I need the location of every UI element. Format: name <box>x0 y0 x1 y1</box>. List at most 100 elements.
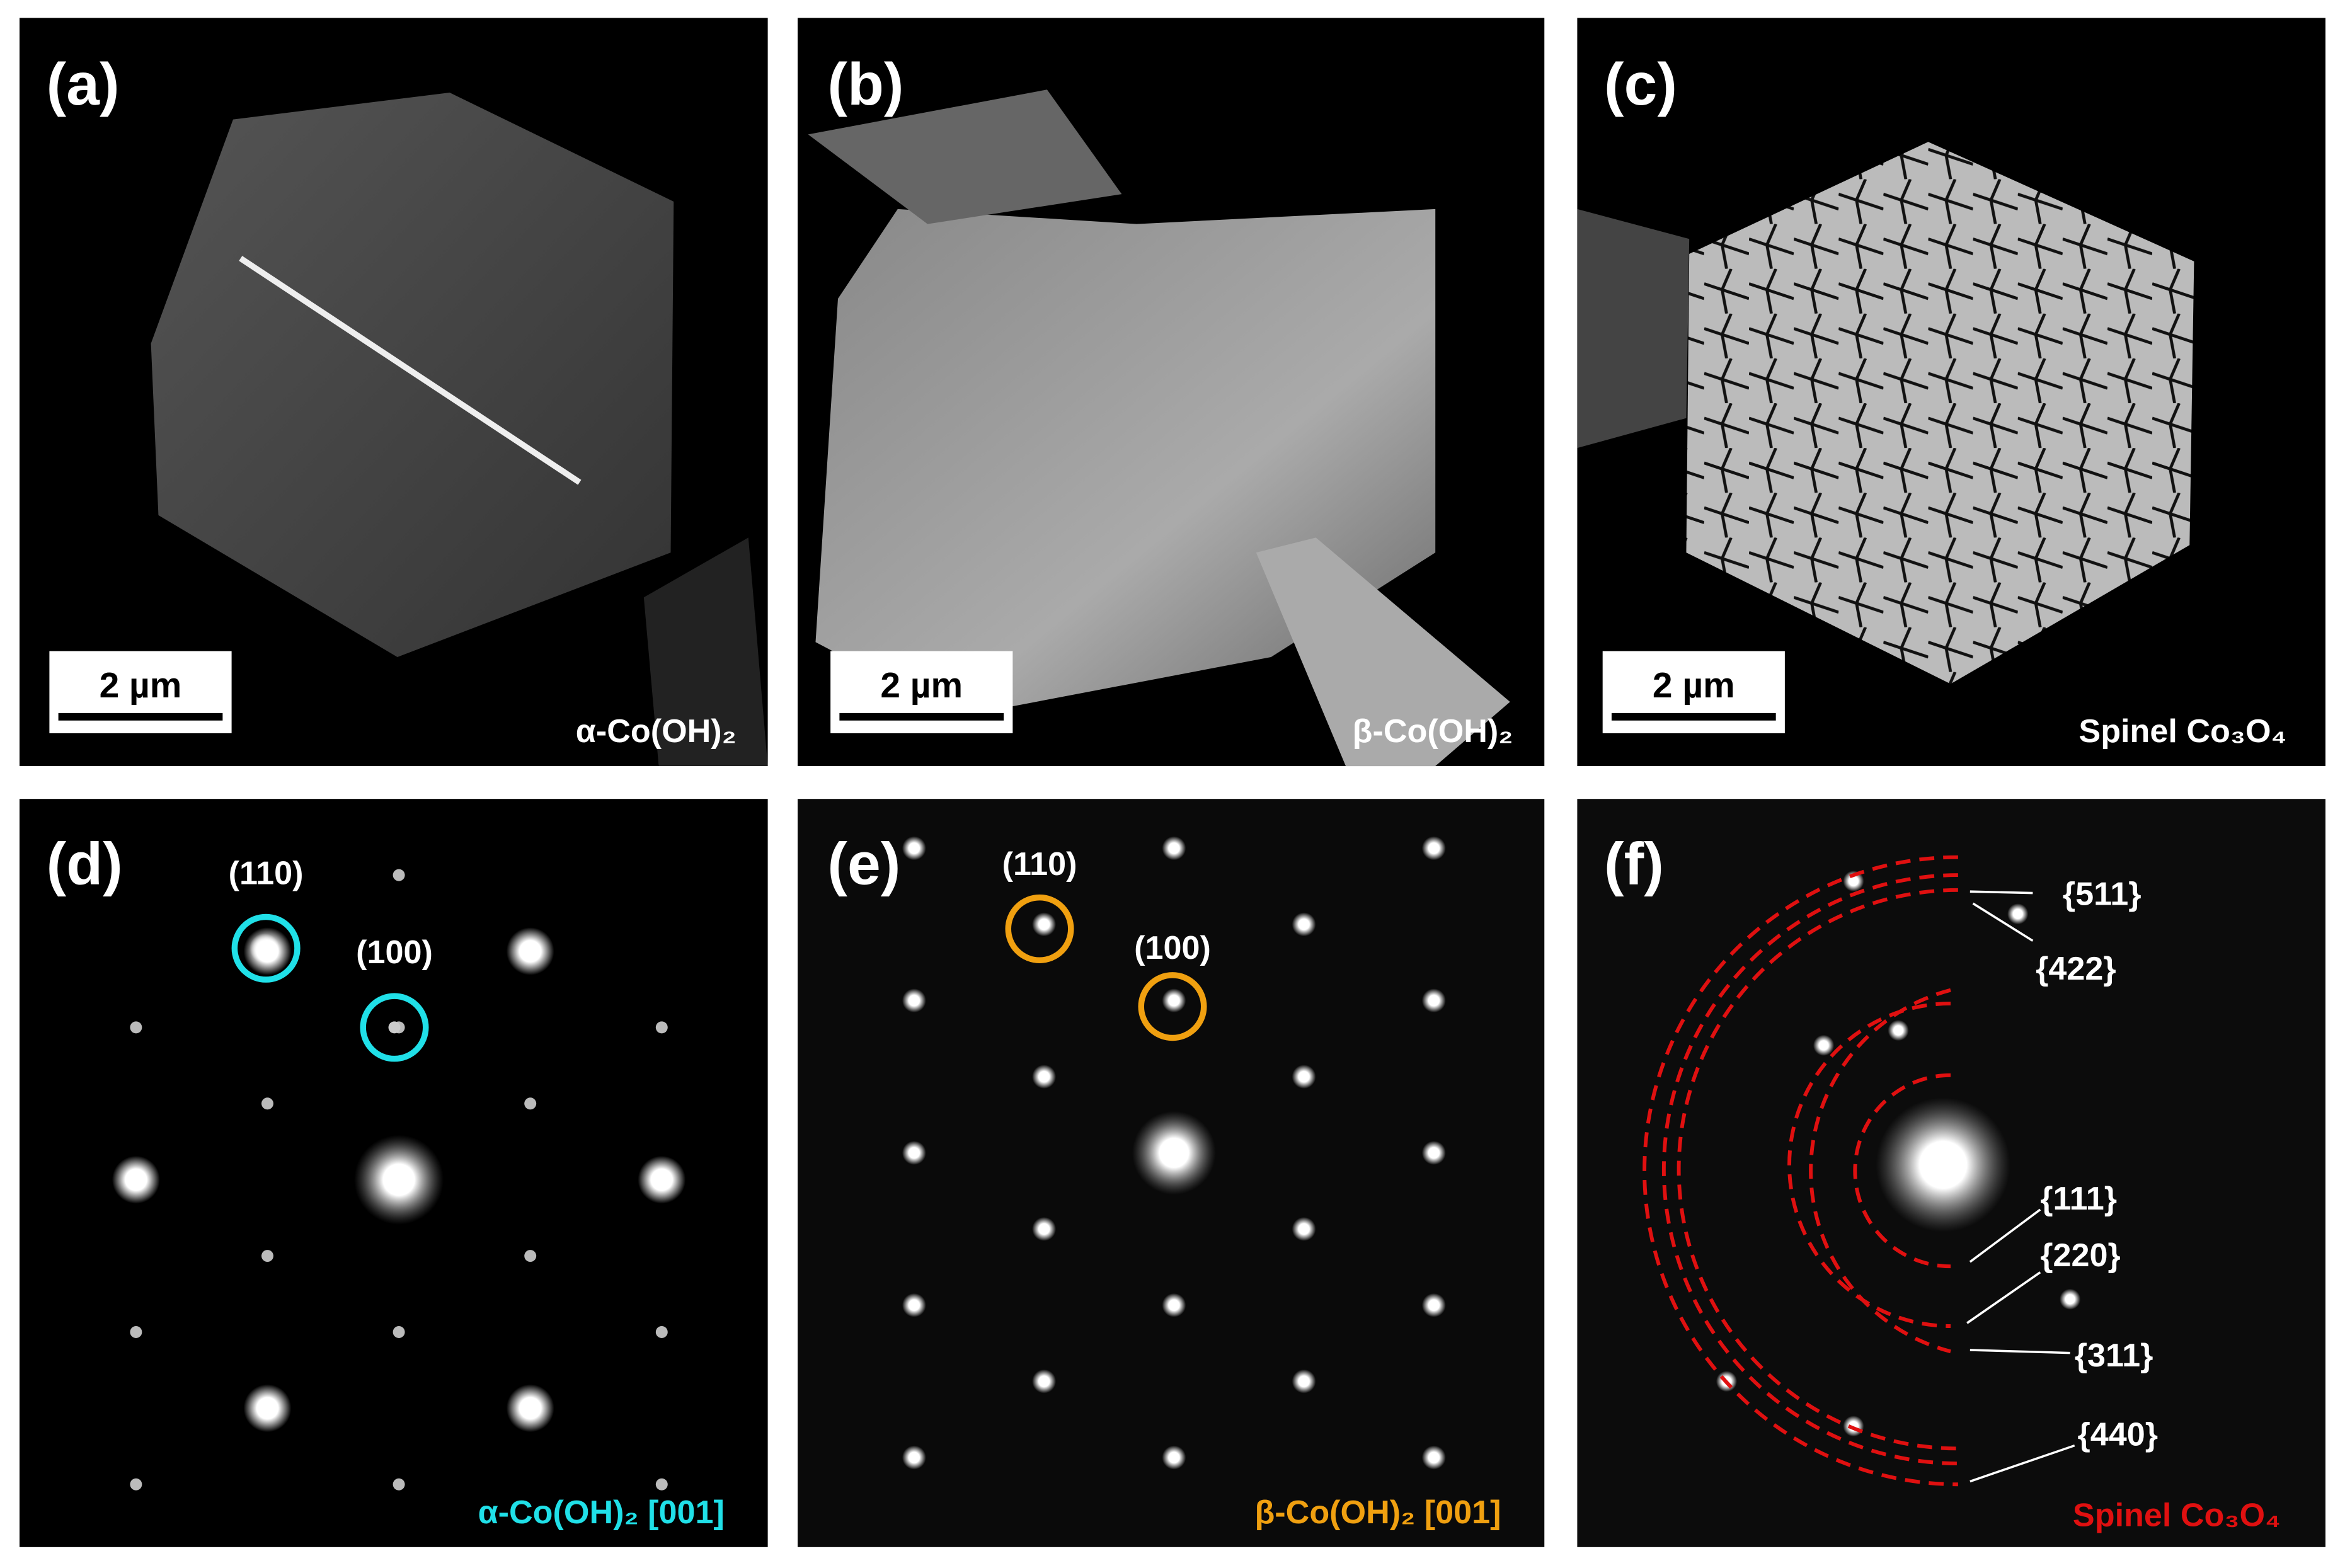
rings <box>1643 855 1958 1487</box>
caption: β-Co(OH)₂ <box>1353 713 1513 750</box>
panel-a <box>19 18 768 767</box>
diffraction-spot <box>902 988 926 1013</box>
ring-label: {440} <box>2078 1417 2159 1453</box>
diffraction-spot <box>130 1325 142 1338</box>
diffraction-spot <box>1292 1216 1316 1241</box>
diffraction-spot <box>112 1155 160 1204</box>
diffraction-spot <box>1552 1216 1576 1241</box>
diffraction-spot <box>772 1216 796 1241</box>
diffraction-spot <box>772 1369 796 1393</box>
diffraction-spot <box>130 1478 142 1491</box>
diffraction-spot <box>655 1478 668 1491</box>
diffraction-spot <box>772 1065 796 1089</box>
ring <box>1643 855 1958 1487</box>
spot-circle <box>231 913 301 983</box>
diffraction-spot <box>1421 1141 1446 1165</box>
ring <box>1853 1073 1951 1269</box>
diffraction-spot <box>1162 1293 1186 1317</box>
spot-label: (100) <box>356 934 433 971</box>
spot-label: (110) <box>229 855 304 891</box>
panel-b <box>798 18 1545 767</box>
highlights <box>231 894 1207 1062</box>
diffraction-spot <box>2060 1288 2081 1310</box>
ring <box>1677 888 1958 1451</box>
diffraction-spot <box>1552 912 1576 937</box>
diffraction-spot <box>243 1384 292 1433</box>
particle <box>1577 209 1690 449</box>
ring <box>1661 873 1958 1466</box>
diffraction-spot <box>902 1141 926 1165</box>
arrow <box>1969 1208 2041 1263</box>
diffraction-spot <box>1552 1065 1576 1089</box>
scale-bars: 2 µm 2 µm 2 µm <box>49 651 1785 733</box>
diffraction-spot <box>506 927 554 975</box>
diffraction-spot <box>1421 836 1446 861</box>
panel-label: (f) <box>1604 830 1664 897</box>
diffraction-spot <box>393 1478 405 1491</box>
caption: Spinel Co₃O₄ <box>2073 1497 2281 1534</box>
arrow <box>1969 890 2033 895</box>
diffraction-spot <box>1421 1293 1446 1317</box>
diffraction-spot <box>393 1325 405 1338</box>
diffraction-spot <box>902 1293 926 1317</box>
diffraction-spot <box>388 1021 401 1034</box>
diffraction-spot <box>261 1097 273 1110</box>
diffraction-spot <box>902 1445 926 1470</box>
diffraction-spot <box>524 1250 537 1262</box>
diffraction-spot <box>655 1021 668 1034</box>
panel-label: (b) <box>827 51 903 118</box>
diffraction-spot <box>1813 1034 1835 1056</box>
diffraction-spot <box>772 912 796 937</box>
diffraction-spot <box>1843 870 1864 892</box>
arrow <box>1966 1271 2041 1324</box>
diffraction-spot <box>1162 1445 1186 1470</box>
panel-label: (d) <box>47 830 123 897</box>
scale-bar-label: 2 µm <box>1653 665 1735 706</box>
diffraction-spot <box>1162 988 1186 1013</box>
spots <box>112 836 2081 1491</box>
diffraction-spot <box>1162 836 1186 861</box>
ring-label: {422} <box>2036 951 2116 987</box>
diffraction-spot <box>1876 1097 2010 1232</box>
diffraction-spot <box>1888 1020 1909 1041</box>
scale-bar-label: 2 µm <box>100 665 182 706</box>
rod <box>239 256 582 485</box>
diffraction-spot <box>1032 1065 1057 1089</box>
spot-circle <box>1138 972 1207 1041</box>
diffraction-spot <box>506 1384 554 1433</box>
diffraction-spot <box>1292 1065 1316 1089</box>
diffraction-spot <box>1421 1445 1446 1470</box>
spot-label: (100) <box>1134 930 1211 966</box>
ring-label: {111} <box>2040 1181 2117 1217</box>
particle <box>643 537 768 767</box>
diffraction-spot <box>249 933 280 963</box>
diffraction-spot <box>1032 1369 1057 1393</box>
caption: β-Co(OH)₂ [001] <box>1254 1494 1501 1531</box>
diffraction-spot <box>261 1250 273 1262</box>
diffraction-spot <box>638 1155 686 1204</box>
diffraction-spot <box>1292 912 1316 937</box>
diffraction-spot <box>1843 1416 1864 1437</box>
arrow <box>1969 1349 2070 1354</box>
arrow <box>1972 902 2034 942</box>
ring-label: {220} <box>2040 1237 2121 1274</box>
diffraction-spot <box>1132 1111 1216 1195</box>
ring-label: {311} <box>2075 1337 2153 1374</box>
arrows <box>1966 890 2075 1483</box>
panel-label: (c) <box>1604 51 1677 118</box>
diffraction-spot <box>1421 988 1446 1013</box>
arrow <box>1969 1444 2075 1483</box>
plate <box>808 89 1122 224</box>
diffraction-spot <box>353 1135 444 1225</box>
spot-circle <box>360 993 429 1062</box>
ring-label: {511} <box>2063 876 2141 913</box>
diffraction-spot <box>655 1325 668 1338</box>
diffraction-spot <box>524 1097 537 1110</box>
caption: α-Co(OH)₂ <box>576 713 737 750</box>
panel-label: (e) <box>827 830 900 897</box>
ring <box>1809 988 1951 1354</box>
diffraction-spot <box>2007 903 2029 925</box>
diffraction-spot <box>130 1021 142 1034</box>
plate <box>1256 537 1510 767</box>
